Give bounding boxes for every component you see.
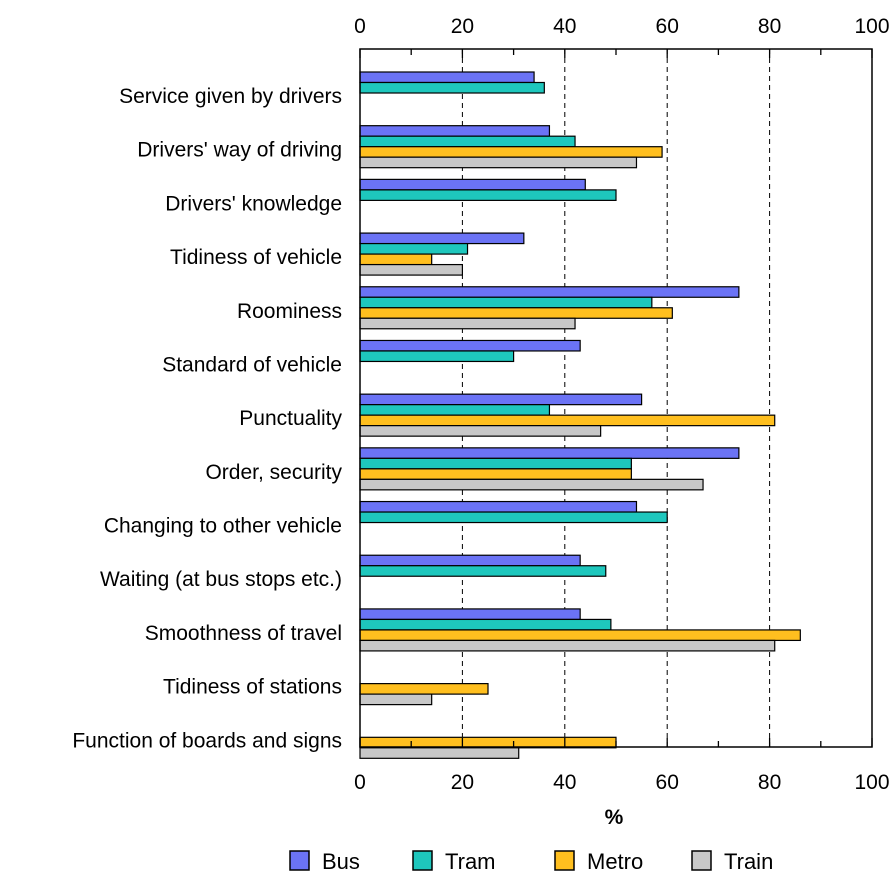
category-label-10: Smoothness of travel [145,622,342,645]
bar-tram-3 [359,242,469,255]
legend-swatch-bus [289,850,310,871]
bar-tram-0 [359,81,545,94]
tick-label-top-100: 100 [854,15,889,38]
category-labels: Service given by drivers Drivers' way of … [72,85,342,752]
category-label-6: Punctuality [239,407,342,430]
bar-train-4 [359,317,576,330]
bar-metro-1 [359,146,663,158]
category-label-12: Function of boards and signs [72,729,342,752]
bar-bus-2 [359,178,586,191]
bar-tram-9 [359,565,607,577]
category-label-7: Order, security [205,461,342,484]
category-label-1: Drivers' way of driving [137,139,342,162]
category-label-2: Drivers' knowledge [165,192,342,215]
bar-metro-11 [359,683,489,695]
legend-label-metro: Metro [587,849,643,874]
bar-bus-9 [359,554,581,567]
tick-label-top-20: 20 [451,15,474,38]
bar-metro-12 [359,736,617,749]
bar-metro-3 [359,253,433,266]
bar-train-10 [359,639,776,652]
bar-metro-10 [359,629,801,642]
bar-metro-4 [359,307,673,319]
legend-swatch-train [691,850,712,871]
bar-bus-10 [359,608,581,621]
tick-label-top-60: 60 [656,15,679,38]
x-axis-title: % [605,806,624,829]
bar-tram-5 [359,350,515,363]
tick-label-bottom-20: 20 [451,771,474,794]
bar-tram-2 [359,189,617,201]
bar-tram-8 [359,511,668,524]
category-label-5: Standard of vehicle [162,353,342,376]
legend: Bus Tram Metro Train [289,849,773,874]
bar-tram-6 [359,404,551,416]
legend-label-bus: Bus [322,849,360,874]
bar-bus-7 [359,447,740,459]
ticks-layer: 0 0 20 20 40 40 60 60 80 80 100 100 [354,15,889,794]
bars-layer [359,71,801,759]
legend-swatch-metro [554,850,575,871]
bar-bus-6 [359,393,643,406]
legend-label-tram: Tram [445,849,496,874]
bar-bus-3 [359,232,525,245]
legend-swatch-tram [412,850,433,871]
bar-bus-5 [359,339,581,352]
category-label-4: Roominess [237,300,342,323]
bar-bus-4 [359,286,740,298]
bar-train-7 [359,478,704,491]
legend-label-train: Train [724,849,773,874]
category-label-8: Changing to other vehicle [104,515,342,538]
bar-tram-1 [359,135,576,148]
category-label-0: Service given by drivers [119,85,342,108]
tick-label-bottom-0: 0 [354,771,366,794]
tick-label-bottom-60: 60 [656,771,679,794]
tick-label-top-40: 40 [553,15,576,38]
bar-train-3 [359,263,464,276]
bar-tram-7 [359,457,632,470]
category-label-11: Tidiness of stations [163,676,342,699]
tick-label-top-0: 0 [354,15,366,38]
tick-label-bottom-80: 80 [758,771,781,794]
tick-label-bottom-100: 100 [854,771,889,794]
bar-train-12 [359,747,520,759]
category-label-9: Waiting (at bus stops etc.) [100,568,342,591]
bar-bus-8 [359,500,638,513]
bar-train-1 [359,156,638,169]
bar-metro-7 [359,468,632,480]
tick-label-bottom-40: 40 [553,771,576,794]
bar-tram-4 [359,296,653,309]
bar-train-6 [359,425,602,437]
category-label-3: Tidiness of vehicle [170,246,342,269]
bar-metro-6 [359,414,776,427]
tick-label-top-80: 80 [758,15,781,38]
bar-bus-0 [359,71,535,84]
bar-train-11 [359,693,433,706]
bar-bus-1 [359,125,551,137]
bar-tram-10 [359,618,612,631]
